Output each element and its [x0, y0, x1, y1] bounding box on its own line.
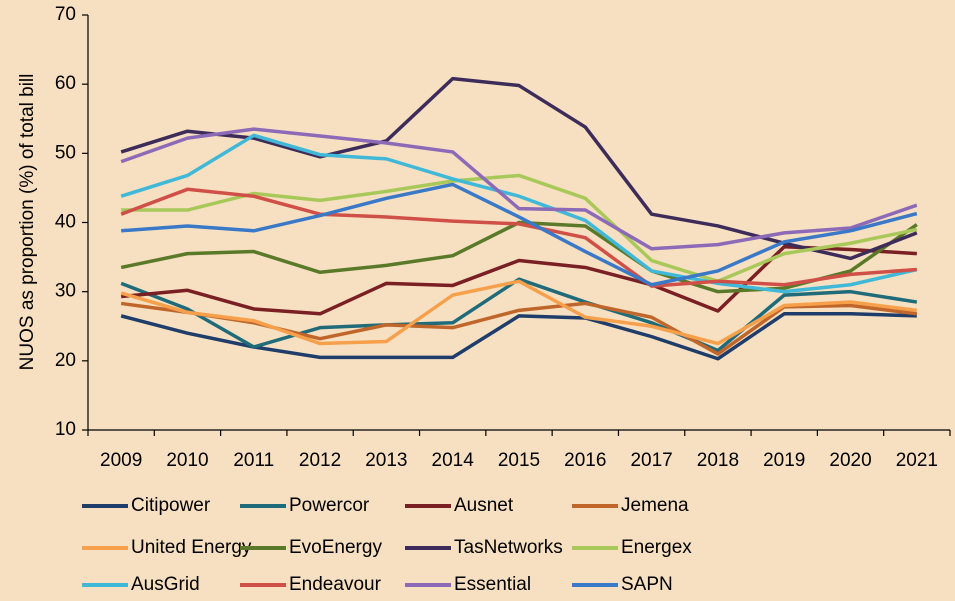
legend-label: AusGrid: [131, 574, 200, 595]
series-line: [121, 173, 918, 284]
legend-label: Ausnet: [454, 495, 514, 516]
series-line: [120, 127, 918, 251]
x-tick-label: 2010: [166, 450, 208, 471]
series-line: [120, 277, 918, 353]
legend-label: United Energy: [131, 537, 252, 558]
x-tick-label: 2015: [498, 450, 540, 471]
legend-label: Endeavour: [289, 574, 382, 595]
y-tick-label: 50: [55, 142, 76, 163]
legend-label: TasNetworks: [454, 537, 563, 558]
series-line: [120, 187, 917, 288]
legend-label: SAPN: [621, 574, 673, 595]
legend-label: Essential: [454, 574, 531, 595]
y-tick-label: 20: [55, 350, 76, 371]
y-tick-label: 10: [55, 419, 76, 440]
x-tick-label: 2011: [233, 450, 274, 471]
series-line: [120, 244, 917, 316]
x-tick-label: 2021: [896, 450, 938, 471]
legend-label: EvoEnergy: [289, 537, 382, 558]
series-line: [120, 279, 918, 346]
y-axis-label: NUOS as proportion (%) of total bill: [17, 74, 38, 371]
legend-label: Jemena: [621, 495, 689, 516]
y-tick-label: 70: [55, 4, 76, 25]
series-line: [121, 182, 918, 287]
series-line: [120, 133, 918, 294]
legend-label: Powercor: [289, 495, 370, 516]
x-tick-label: 2016: [564, 450, 606, 471]
x-tick-label: 2018: [697, 450, 739, 471]
y-tick-label: 60: [55, 73, 76, 94]
x-tick-label: 2020: [829, 450, 871, 471]
legend-label: Citipower: [131, 495, 211, 516]
y-tick-label: 40: [55, 212, 76, 233]
x-tick-label: 2009: [100, 450, 142, 471]
x-tick-label: 2019: [763, 450, 805, 471]
legend-label: Energex: [621, 537, 692, 558]
x-tick-label: 2017: [630, 450, 672, 471]
y-tick-label: 30: [55, 281, 76, 302]
x-tick-label: 2013: [365, 450, 407, 471]
x-tick-label: 2012: [299, 450, 341, 471]
x-tick-label: 2014: [432, 450, 475, 471]
